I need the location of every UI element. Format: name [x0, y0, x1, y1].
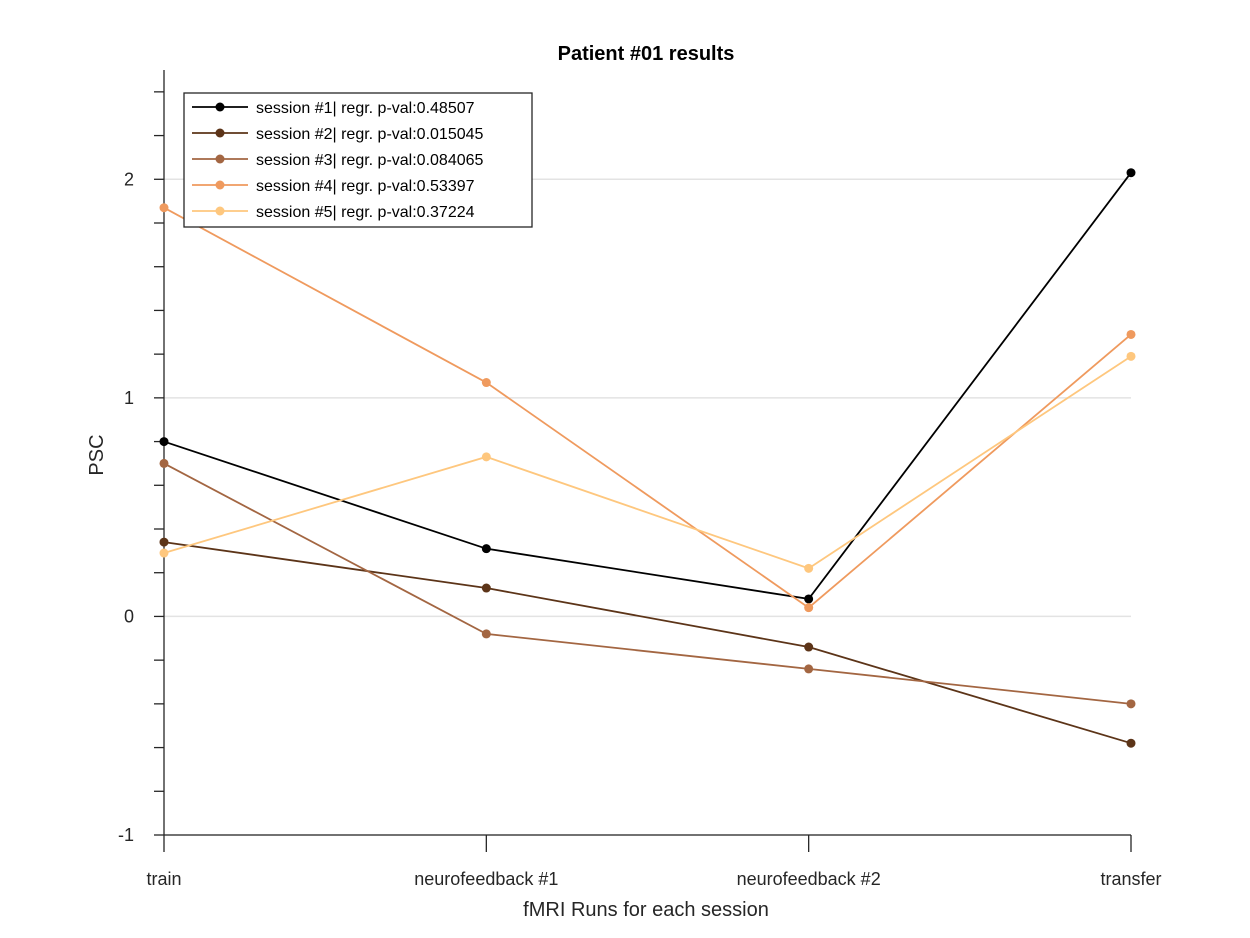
- legend-swatch-marker: [215, 154, 225, 164]
- legend-swatch-marker: [215, 206, 225, 216]
- series-line: [163, 355, 1132, 570]
- series-line: [163, 541, 1132, 745]
- data-point: [1126, 329, 1136, 339]
- data-point: [804, 642, 814, 652]
- data-point: [481, 629, 491, 639]
- legend-label: session #2| regr. p-val:0.015045: [256, 126, 484, 143]
- x-tick-label: transfer: [1100, 869, 1161, 889]
- legend-item: session #3| regr. p-val:0.084065: [192, 152, 484, 169]
- legend: session #1| regr. p-val:0.48507 session #…: [183, 92, 533, 228]
- series-line: [163, 462, 1132, 705]
- gridlines: [164, 178, 1131, 836]
- chart-title: Patient #01 results: [558, 43, 735, 65]
- legend-label: session #5| regr. p-val:0.37224: [256, 204, 475, 221]
- data-point: [481, 378, 491, 388]
- y-axis-label: PSC: [86, 434, 108, 475]
- data-point: [159, 537, 169, 547]
- series-2: [159, 537, 1136, 748]
- series-lines: [159, 168, 1136, 748]
- legend-swatch-marker: [215, 102, 225, 112]
- data-point: [804, 563, 814, 573]
- y-tick-label: -1: [118, 825, 134, 845]
- y-tick-label: 0: [124, 606, 134, 626]
- series-line: [163, 206, 1132, 609]
- y-tick-label: 1: [124, 388, 134, 408]
- data-point: [1126, 351, 1136, 361]
- data-point: [1126, 699, 1136, 709]
- x-tick-label: neurofeedback #1: [414, 869, 558, 889]
- legend-swatch-marker: [215, 180, 225, 190]
- series-line: [163, 172, 1132, 600]
- data-point: [1126, 738, 1136, 748]
- data-point: [481, 452, 491, 462]
- data-point: [804, 664, 814, 674]
- data-point: [159, 548, 169, 558]
- data-point: [804, 603, 814, 613]
- data-point: [159, 437, 169, 447]
- data-point: [159, 458, 169, 468]
- legend-item: session #5| regr. p-val:0.37224: [192, 204, 475, 221]
- series-3: [159, 458, 1136, 709]
- series-4: [159, 203, 1136, 613]
- y-tick-label: 2: [124, 169, 134, 189]
- series-5: [159, 351, 1136, 573]
- legend-item: session #4| regr. p-val:0.53397: [192, 178, 475, 195]
- x-tick-label: train: [146, 869, 181, 889]
- x-tick-label: neurofeedback #2: [737, 869, 881, 889]
- x-axis-label: fMRI Runs for each session: [523, 899, 769, 921]
- legend-label: session #3| regr. p-val:0.084065: [256, 152, 484, 169]
- legend-label: session #1| regr. p-val:0.48507: [256, 100, 475, 117]
- data-point: [481, 583, 491, 593]
- series-1: [159, 168, 1136, 604]
- data-point: [804, 594, 814, 604]
- data-point: [481, 544, 491, 554]
- legend-item: session #2| regr. p-val:0.015045: [192, 126, 484, 143]
- legend-item: session #1| regr. p-val:0.48507: [192, 100, 475, 117]
- data-point: [159, 203, 169, 213]
- legend-swatch-marker: [215, 128, 225, 138]
- legend-box: [183, 92, 533, 228]
- data-point: [1126, 168, 1136, 178]
- legend-label: session #4| regr. p-val:0.53397: [256, 178, 475, 195]
- axes: -1 0 1 2 train neurofeedback #1 neurofeedback …: [118, 70, 1162, 889]
